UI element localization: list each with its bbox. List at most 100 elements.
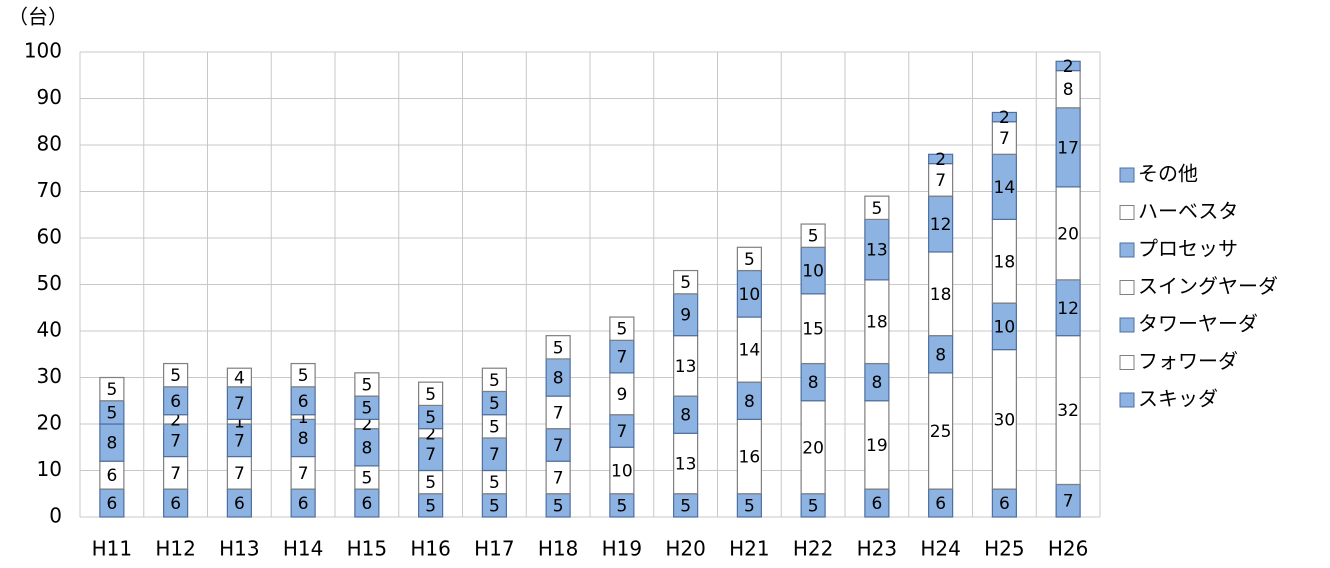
bar-segment [1055,279,1081,337]
x-tick-label: H19 [602,537,643,561]
data-label: 10 [994,317,1016,337]
data-label: 7 [425,445,436,465]
data-label: 13 [675,357,697,377]
y-tick-label: 90 [37,85,62,109]
data-label: 5 [489,496,500,516]
data-label: 5 [425,408,436,428]
data-label: 2 [935,150,946,170]
x-tick-label: H12 [155,537,196,561]
data-label: 5 [170,366,181,386]
bar-segment [481,367,507,393]
bar-segment [290,455,316,490]
x-tick-label: H14 [283,537,324,561]
bar-segment [864,488,890,518]
bar-segment [163,455,189,490]
legend-label: スイングヤーダ [1138,274,1278,298]
y-tick-label: 10 [37,457,62,481]
data-label: 8 [361,438,372,458]
legend-label: スキッダ [1138,387,1218,411]
data-label: 5 [298,366,309,386]
legend-swatch [1119,392,1135,408]
data-label: 30 [994,410,1016,430]
data-label: 14 [739,341,761,361]
data-label: 4 [234,369,245,389]
legend-label: ハーベスタ [1138,199,1238,223]
bar-segment [609,446,635,495]
data-label: 9 [616,385,627,405]
data-label: 2 [425,424,436,444]
data-label: 7 [616,422,627,442]
bar-segment [991,488,1017,518]
y-unit: （台） [8,5,68,29]
data-label: 5 [489,473,500,493]
data-label: 7 [234,394,245,414]
data-label: 6 [298,392,309,412]
data-label: 5 [425,385,436,405]
data-label: 5 [808,496,819,516]
bar-segment [354,428,380,467]
data-label: 6 [999,494,1010,514]
data-label: 6 [935,494,946,514]
data-label: 5 [106,403,117,423]
bar-segment [226,455,252,490]
data-label: 18 [930,285,952,305]
data-label: 8 [808,373,819,393]
data-label: 18 [866,313,888,333]
legend-swatch [1119,205,1135,220]
bar-segment [545,460,571,495]
bar-segment [673,269,699,295]
data-label: 20 [802,438,824,458]
data-label: 18 [994,252,1016,272]
bar-segment [226,423,252,458]
data-label: 7 [170,431,181,451]
bar-segment [354,372,380,397]
bar-segment [545,395,571,430]
y-tick-label: 60 [37,225,62,249]
bar-segment [545,358,571,397]
bar-segment [800,362,826,402]
data-label: 5 [489,371,500,391]
x-tick-label: H18 [538,537,579,561]
x-tick-label: H22 [793,537,834,561]
data-label: 5 [425,496,436,516]
x-tick-label: H20 [665,537,706,561]
bar-segment [99,460,125,490]
y-tick-label: 100 [24,39,62,63]
data-label: 2 [999,108,1010,128]
data-label: 5 [871,199,882,219]
data-label: 5 [361,399,372,419]
data-label: 7 [170,464,181,484]
y-tick-label: 80 [37,132,62,156]
y-tick-label: 40 [37,318,62,342]
data-label: 14 [994,178,1016,198]
data-label: 5 [553,338,564,358]
data-label: 8 [744,392,755,412]
data-label: 6 [234,494,245,514]
bar-segment [991,111,1017,123]
data-label: 7 [999,129,1010,149]
legend-swatch [1119,167,1135,183]
bar-segment [226,488,252,518]
data-label: 2 [170,410,181,430]
y-tick-label: 50 [37,271,62,295]
data-label: 5 [489,394,500,414]
data-label: 2 [361,415,372,435]
bar-segment [545,335,571,360]
data-label: 5 [616,496,627,516]
bar-segment [800,246,826,295]
bar-segment [928,488,954,518]
data-label: 9 [680,306,691,326]
data-label: 7 [553,436,564,456]
bar-segment [290,362,316,388]
data-label: 7 [616,348,627,368]
data-label: 6 [871,494,882,514]
legend-swatch [1119,280,1135,295]
bar-segment [928,195,954,253]
data-label: 10 [802,262,824,282]
data-label: 6 [106,494,117,514]
data-label: 13 [675,455,697,475]
data-label: 1 [298,408,309,428]
data-label: 8 [1063,80,1074,100]
bar-segment [928,372,954,490]
